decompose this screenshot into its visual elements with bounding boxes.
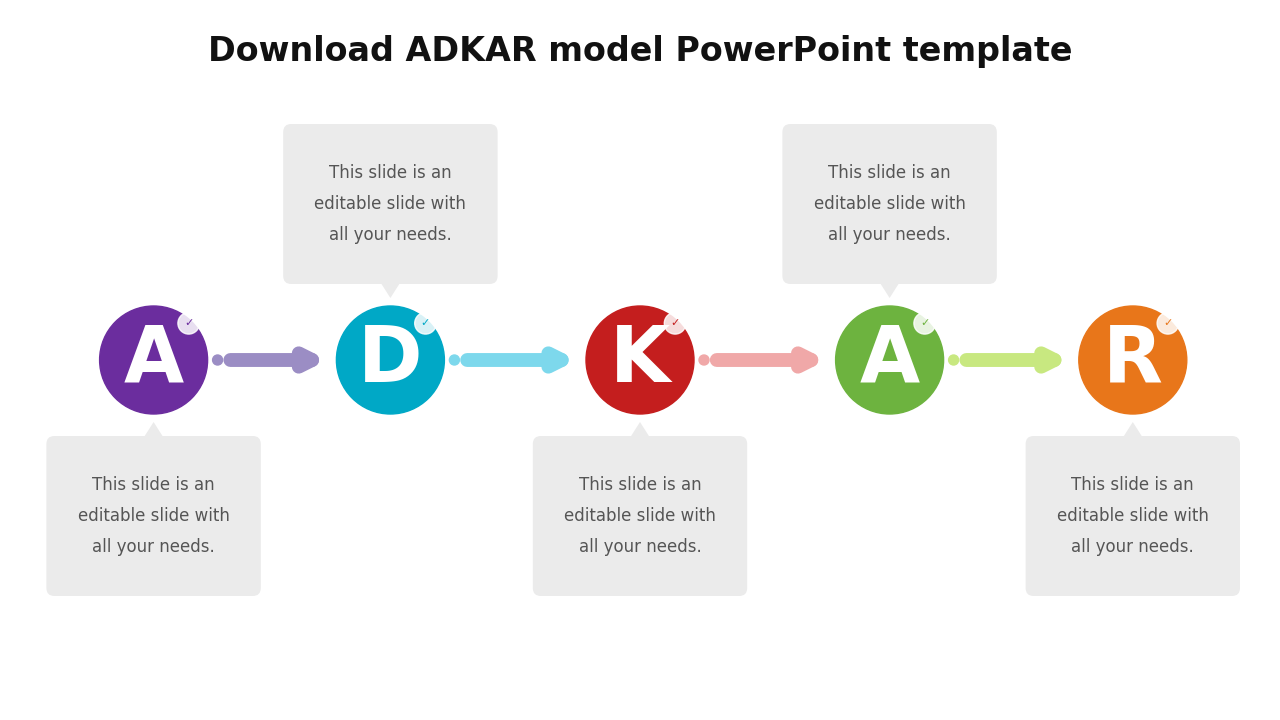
Circle shape	[100, 306, 207, 414]
Text: ✓: ✓	[1164, 318, 1172, 328]
Circle shape	[664, 312, 686, 334]
Text: ✓: ✓	[671, 318, 680, 328]
Text: ✓: ✓	[184, 318, 193, 328]
Text: A: A	[860, 322, 919, 398]
FancyBboxPatch shape	[782, 124, 997, 284]
Text: ✓: ✓	[421, 318, 430, 328]
Circle shape	[415, 312, 436, 334]
Circle shape	[586, 306, 694, 414]
Circle shape	[914, 312, 936, 334]
Circle shape	[699, 355, 709, 365]
FancyBboxPatch shape	[532, 436, 748, 596]
Polygon shape	[376, 276, 404, 298]
Polygon shape	[626, 422, 654, 444]
Circle shape	[1157, 312, 1179, 334]
Circle shape	[212, 355, 223, 365]
Polygon shape	[1119, 422, 1147, 444]
FancyBboxPatch shape	[46, 436, 261, 596]
FancyBboxPatch shape	[1025, 436, 1240, 596]
Polygon shape	[140, 422, 168, 444]
Circle shape	[948, 355, 959, 365]
Circle shape	[836, 306, 943, 414]
Text: This slide is an
editable slide with
all your needs.: This slide is an editable slide with all…	[1057, 477, 1208, 556]
Text: This slide is an
editable slide with
all your needs.: This slide is an editable slide with all…	[315, 164, 466, 243]
Text: This slide is an
editable slide with
all your needs.: This slide is an editable slide with all…	[78, 477, 229, 556]
Circle shape	[337, 306, 444, 414]
Polygon shape	[876, 276, 904, 298]
Circle shape	[178, 312, 200, 334]
Text: A: A	[124, 322, 183, 398]
FancyBboxPatch shape	[283, 124, 498, 284]
Text: Download ADKAR model PowerPoint template: Download ADKAR model PowerPoint template	[207, 35, 1073, 68]
Text: This slide is an
editable slide with
all your needs.: This slide is an editable slide with all…	[564, 477, 716, 556]
Circle shape	[1079, 306, 1187, 414]
Text: K: K	[609, 322, 671, 398]
Text: D: D	[358, 322, 422, 398]
Text: R: R	[1103, 322, 1162, 398]
Text: ✓: ✓	[920, 318, 929, 328]
Circle shape	[449, 355, 460, 365]
Text: This slide is an
editable slide with
all your needs.: This slide is an editable slide with all…	[814, 164, 965, 243]
